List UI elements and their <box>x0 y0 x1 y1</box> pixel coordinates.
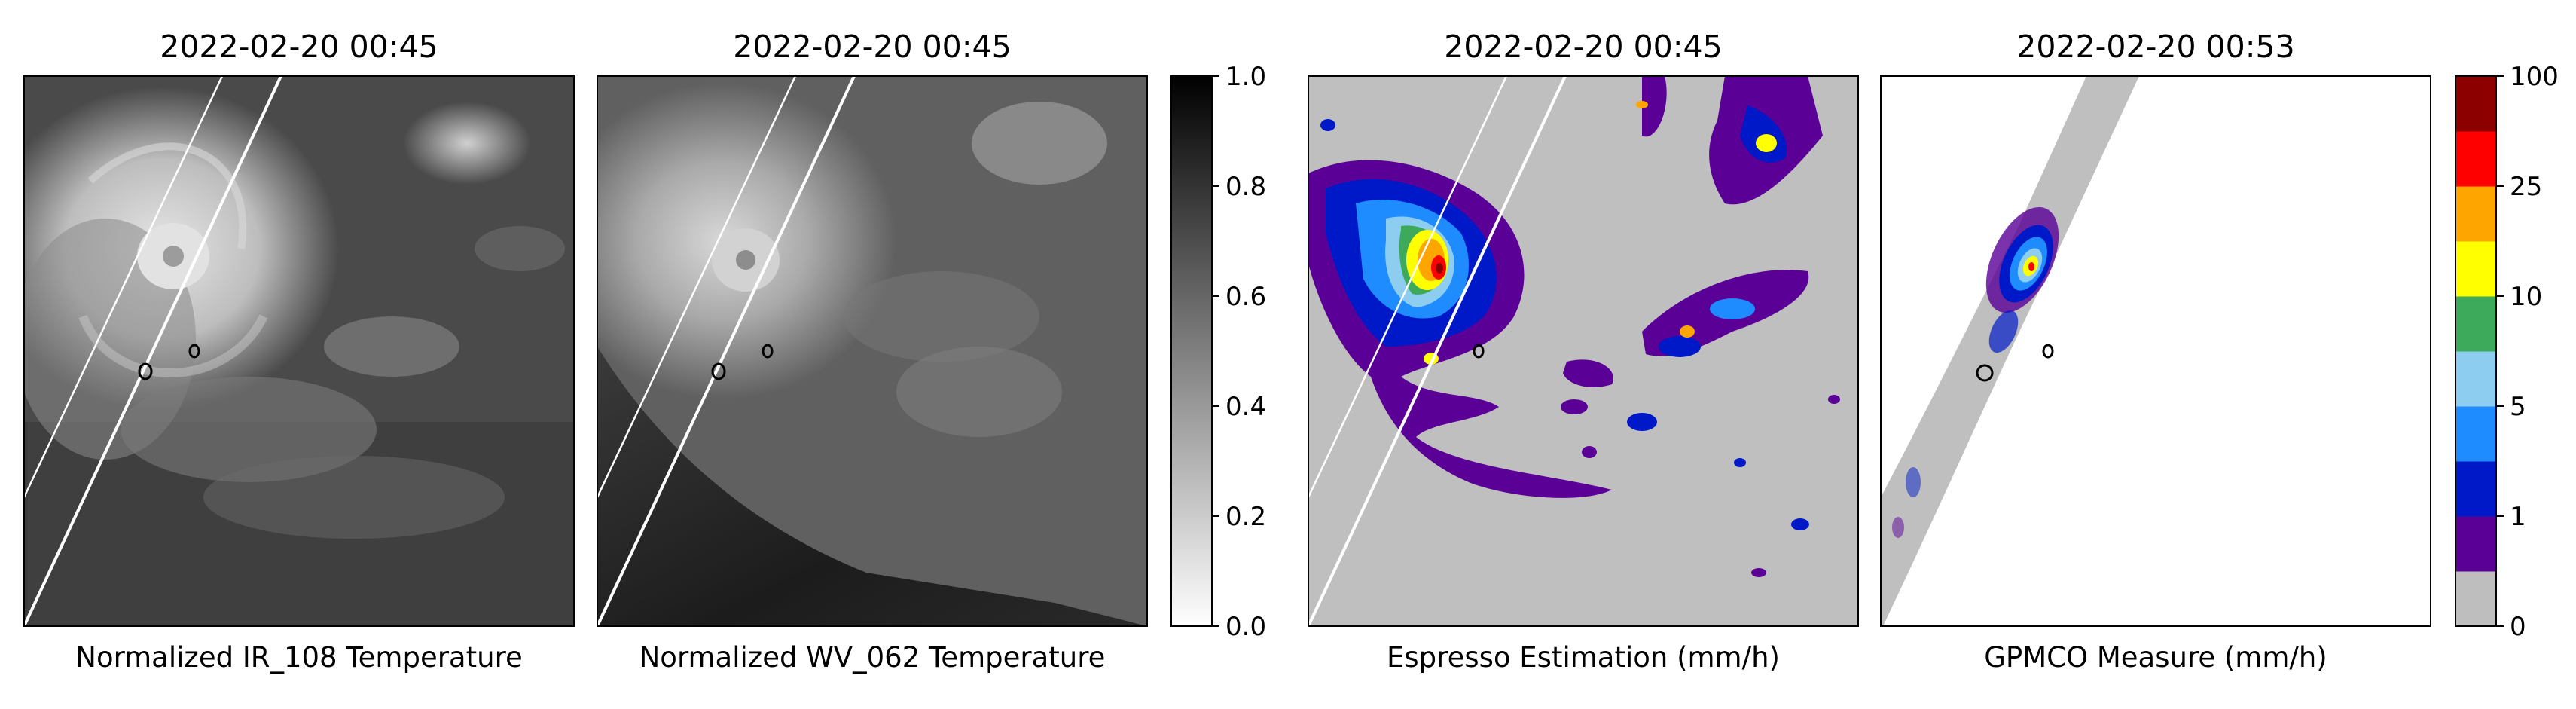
colorbar-rain-segment <box>2455 186 2496 242</box>
colorbar-rain-tick-label: 1 <box>2510 502 2526 532</box>
panel-1-xlabel: Normalized IR_108 Temperature <box>75 641 522 674</box>
panel-2-xlabel: Normalized WV_062 Temperature <box>639 641 1106 674</box>
panel-4-title: 2022-02-20 00:53 <box>2016 29 2294 65</box>
colorbar-rain-tick-label: 25 <box>2510 172 2542 202</box>
colorbar-gray-tick-label: 0.6 <box>1225 282 1266 312</box>
colorbar-gray-tick-label: 0.8 <box>1225 172 1266 202</box>
panel-3-xlabel: Espresso Estimation (mm/h) <box>1387 641 1780 674</box>
colorbar-gray-tick-label: 0.4 <box>1225 392 1266 422</box>
colorbar-rain-segment <box>2455 351 2496 407</box>
panel-ir108: 2022-02-20 00:45 Normalized IR_108 Tempe… <box>23 29 575 674</box>
panel-espresso: 2022-02-20 00:45 Espresso Estimation (mm… <box>1308 29 1859 674</box>
colorbar-rain-tick-label: 0 <box>2510 612 2526 642</box>
colorbar-rain: 0 1 5 10 25 100 <box>2455 62 2559 642</box>
panel-wv062: 2022-02-20 00:45 Normalized WV_062 Tempe… <box>597 29 1148 674</box>
panel-1-title: 2022-02-20 00:45 <box>160 29 438 65</box>
colorbar-gray-tick-label: 1.0 <box>1225 62 1266 92</box>
panel-gpmco: 2022-02-20 00:53 GPMCO Measure (mm/h) <box>1880 29 2431 674</box>
colorbar-rain-tick-label: 10 <box>2510 282 2542 312</box>
colorbar-rain-segment <box>2455 571 2496 627</box>
colorbar-rain-segment <box>2455 406 2496 462</box>
panel-3-title: 2022-02-20 00:45 <box>1444 29 1722 65</box>
colorbar-gray-gradient <box>1170 75 1213 627</box>
panel-2-title: 2022-02-20 00:45 <box>733 29 1011 65</box>
colorbar-rain-tick-label: 5 <box>2510 392 2526 422</box>
colorbar-rain-segment <box>2455 76 2496 132</box>
colorbar-gray: 0.0 0.2 0.4 0.6 0.8 1.0 <box>1170 62 1266 642</box>
colorbar-rain-tick-label: 100 <box>2510 62 2559 92</box>
colorbar-gray-tick-label: 0.0 <box>1225 612 1266 642</box>
colorbar-gray-tick-label: 0.2 <box>1225 502 1266 532</box>
colorbar-rain-segment <box>2455 131 2496 187</box>
colorbar-rain-segment <box>2455 516 2496 572</box>
colorbar-rain-segment <box>2455 296 2496 352</box>
colorbar-rain-segment <box>2455 461 2496 517</box>
colorbar-rain-segment <box>2455 241 2496 297</box>
panel-4-xlabel: GPMCO Measure (mm/h) <box>1984 641 2327 674</box>
